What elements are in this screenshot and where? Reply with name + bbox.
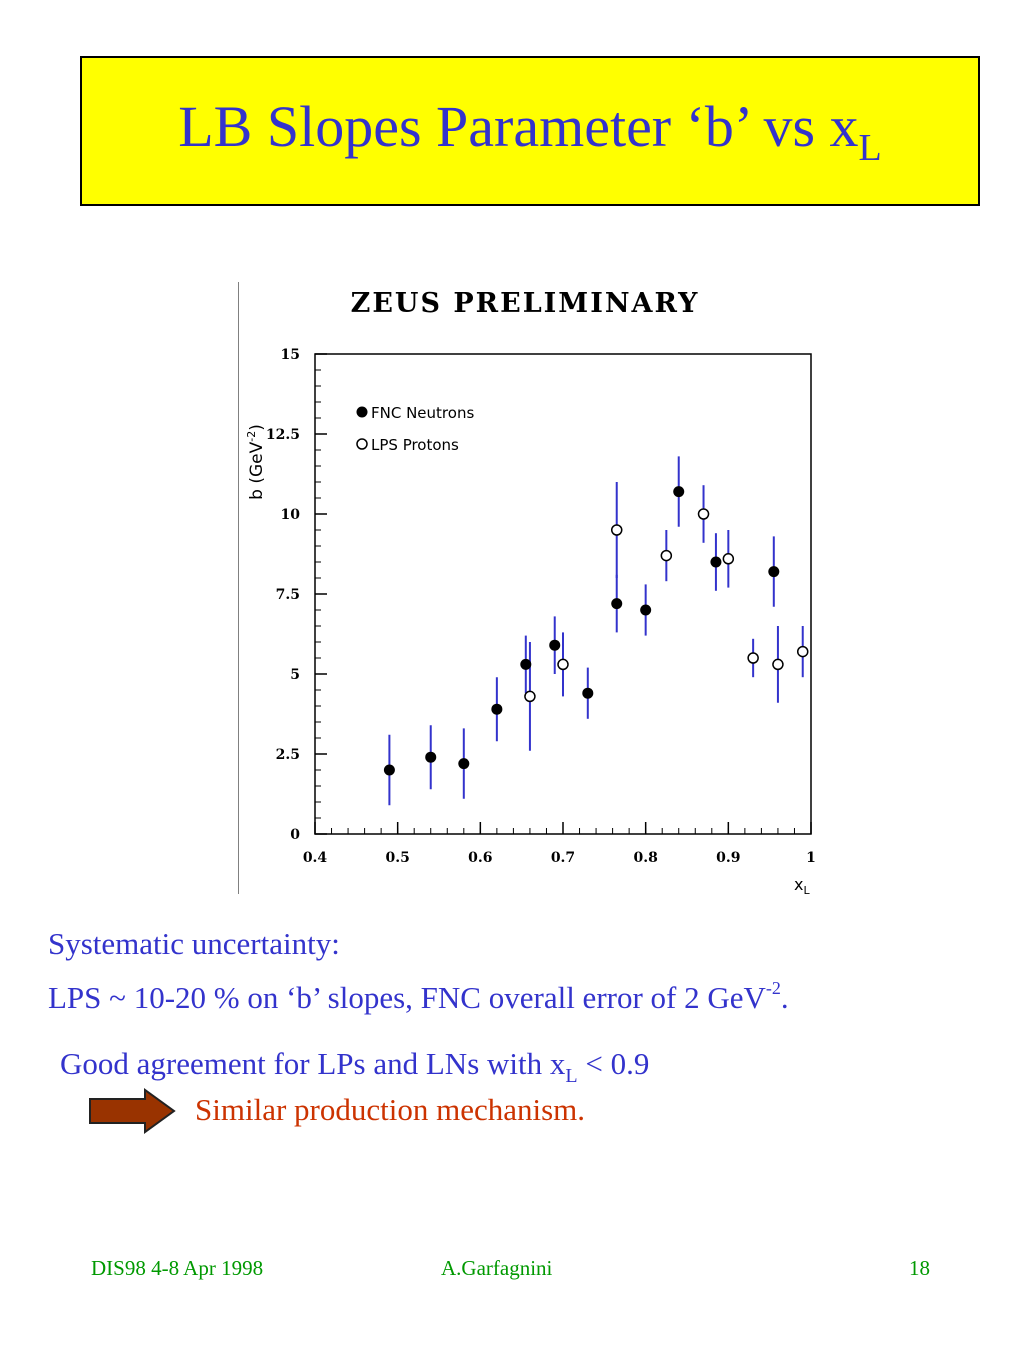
lps-proton-point [610,524,623,536]
lps-proton-point [557,658,569,671]
footer-author: A.Garfagnini [441,1256,553,1280]
fnc-neutron-point [673,486,685,498]
fnc-neutron-point [611,598,623,610]
fnc-neutron-point [491,703,503,715]
slide-title-main: LB Slopes Parameter ‘b’ vs x [178,93,859,159]
systematic-heading: Systematic uncertainty: [48,926,340,961]
y-tick-label: 15 [281,347,300,363]
error-bars [388,456,804,806]
x-tick-label: 0.6 [468,850,492,866]
legend-lps-marker [356,438,368,450]
fnc-neutron-point [549,639,561,651]
y-tick-label: 2.5 [276,747,300,763]
lps-proton-point [772,658,784,671]
x-axis-label: xL [794,875,810,894]
legend-lps-label: LPS Protons [371,436,459,454]
y-axis-ticks [315,353,327,835]
x-tick-label: 0.4 [303,850,328,866]
lps-proton-point [697,508,710,520]
lps-proton-point [796,645,809,658]
systematic-uncertainty: Systematic uncertainty: LPS ~ 10-20 % on… [48,922,789,1020]
footer-page-number: 18 [909,1256,930,1280]
fnc-neutron-point [383,764,395,776]
right-arrow-icon [89,1088,176,1134]
x-tick-label: 0.7 [551,850,575,866]
x-tick-label: 0.5 [385,850,409,866]
lps-proton-point [524,690,536,703]
legend-fnc-marker [356,406,368,418]
y-axis-label: b (GeV-2) [245,424,267,500]
y-axis-tick-labels: 0 2.5 5 7.5 10 12.5 15 [266,347,300,843]
chart-title: ZEUS PRELIMINARY [351,288,700,319]
mechanism-conclusion: Similar production mechanism. [195,1092,586,1127]
x-tick-label: 0.9 [716,850,740,866]
fnc-neutron-point [458,758,470,770]
x-axis-ticks [314,822,812,834]
y-tick-label: 10 [281,507,301,523]
data-markers [383,486,809,776]
lps-proton-point [660,549,673,562]
footer-event: DIS98 4-8 Apr 1998 [91,1256,264,1280]
y-tick-label: 7.5 [276,587,300,603]
legend: FNC Neutrons LPS Protons [356,404,474,454]
lps-proton-point [747,652,759,664]
agreement-statement: Good agreement for LPs and LNs with xL <… [60,1046,650,1087]
fnc-neutron-point [582,687,594,699]
x-tick-label: 1 [806,850,816,866]
x-tick-label: 0.8 [633,850,657,866]
title-box: LB Slopes Parameter ‘b’ vs xL [80,56,980,206]
lps-proton-point [722,553,735,565]
fnc-neutron-point [425,751,437,763]
fnc-neutron-point [640,604,652,616]
fnc-neutron-point [710,556,722,568]
systematic-detail: LPS ~ 10-20 % on ‘b’ slopes, FNC overall… [48,978,789,1015]
y-tick-label: 12.5 [266,427,300,443]
x-axis-tick-labels: 0.4 0.5 0.6 0.7 0.8 0.9 1 [303,850,816,866]
legend-fnc-label: FNC Neutrons [371,404,474,422]
y-tick-label: 0 [290,827,300,843]
slide-title-subscript: L [858,126,882,169]
fnc-neutron-point [768,566,780,578]
slide-title: LB Slopes Parameter ‘b’ vs xL [178,93,882,170]
fnc-neutron-point [520,658,532,670]
zeus-chart: ZEUS PRELIMINARY 0.4 0.5 0.6 0.7 0.8 0.9 1 0 2.… [238,282,816,894]
y-tick-label: 5 [290,667,300,683]
